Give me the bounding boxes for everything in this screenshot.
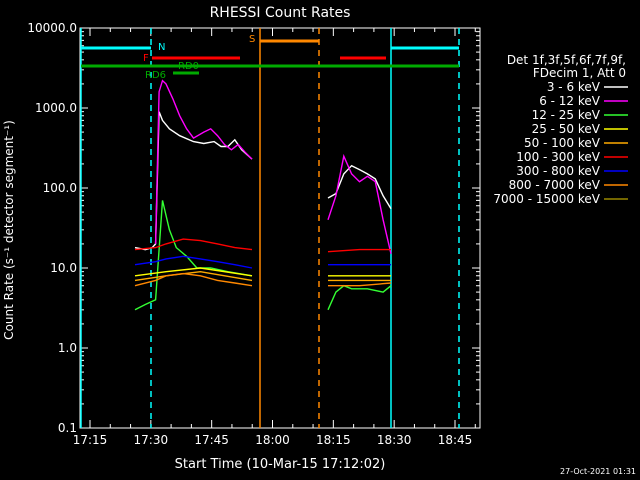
x-tick-label: 17:30 (134, 433, 169, 447)
x-tick-label: 18:00 (255, 433, 290, 447)
legend: Det 1f,3f,5f,6f,7f,9f,FDecim 1, Att 03 -… (493, 53, 628, 206)
annotation-rd0: RD0 (178, 61, 199, 72)
y-tick-label: 1000.0 (35, 101, 77, 115)
plot-frame (79, 27, 481, 429)
series-line-5 (134, 238, 253, 251)
series-line-2 (134, 200, 253, 311)
series-line-1 (327, 153, 392, 255)
series-line-7 (328, 282, 392, 287)
plot-markers: N S F RD0 RD6 (80, 28, 460, 428)
legend-label: 6 - 12 keV (539, 94, 601, 108)
y-axis: 0.1 1.0 10.0 100.0 1000.0 10000.0 (27, 21, 480, 435)
annotation-s: S (249, 34, 255, 45)
series-line-3 (134, 267, 253, 277)
x-tick-label: 18:30 (377, 433, 412, 447)
series-line-6 (134, 255, 253, 269)
y-tick-label: 10000.0 (27, 21, 77, 35)
x-tick-label: 18:15 (316, 433, 351, 447)
y-tick-label: 100.0 (43, 181, 77, 195)
legend-label: 25 - 50 keV (532, 122, 601, 136)
x-tick-label: 17:45 (194, 433, 229, 447)
annotation-rd6: RD6 (145, 70, 166, 81)
series-lines (134, 79, 392, 311)
legend-label: 800 - 7000 keV (509, 178, 601, 192)
annotation-f: F (143, 53, 149, 64)
series-line-1 (154, 79, 253, 244)
plot-border (79, 27, 481, 429)
y-tick-label: 0.1 (58, 421, 77, 435)
y-axis-label: Count Rate (s⁻¹ detector segment⁻¹) (2, 120, 16, 340)
chart-title: RHESSI Count Rates (210, 5, 351, 21)
x-tick-label: 17:15 (73, 433, 108, 447)
series-line-2 (327, 284, 392, 311)
x-tick-label: 18:45 (438, 433, 473, 447)
legend-header: Det 1f,3f,5f,6f,7f,9f, (507, 53, 626, 67)
legend-label: 7000 - 15000 keV (493, 192, 600, 206)
x-axis-label: Start Time (10-Mar-15 17:12:02) (175, 457, 386, 472)
legend-label: 3 - 6 keV (547, 80, 601, 94)
footer-timestamp: 27-Oct-2021 01:31 (560, 467, 636, 476)
x-axis: 17:15 17:30 17:45 18:00 18:15 18:30 18:45 (73, 28, 476, 447)
legend-label: 50 - 100 keV (524, 136, 601, 150)
series-line-0 (327, 164, 392, 210)
annotation-n: N (158, 42, 165, 53)
series-line-0 (134, 111, 253, 251)
y-tick-label: 10.0 (50, 261, 77, 275)
legend-header: FDecim 1, Att 0 (533, 66, 626, 80)
legend-label: 100 - 300 keV (516, 150, 600, 164)
series-line-5 (327, 248, 391, 253)
legend-label: 300 - 800 keV (516, 164, 600, 178)
series-line-7 (134, 272, 253, 287)
y-tick-label: 1.0 (58, 341, 77, 355)
legend-label: 12 - 25 keV (532, 108, 601, 122)
